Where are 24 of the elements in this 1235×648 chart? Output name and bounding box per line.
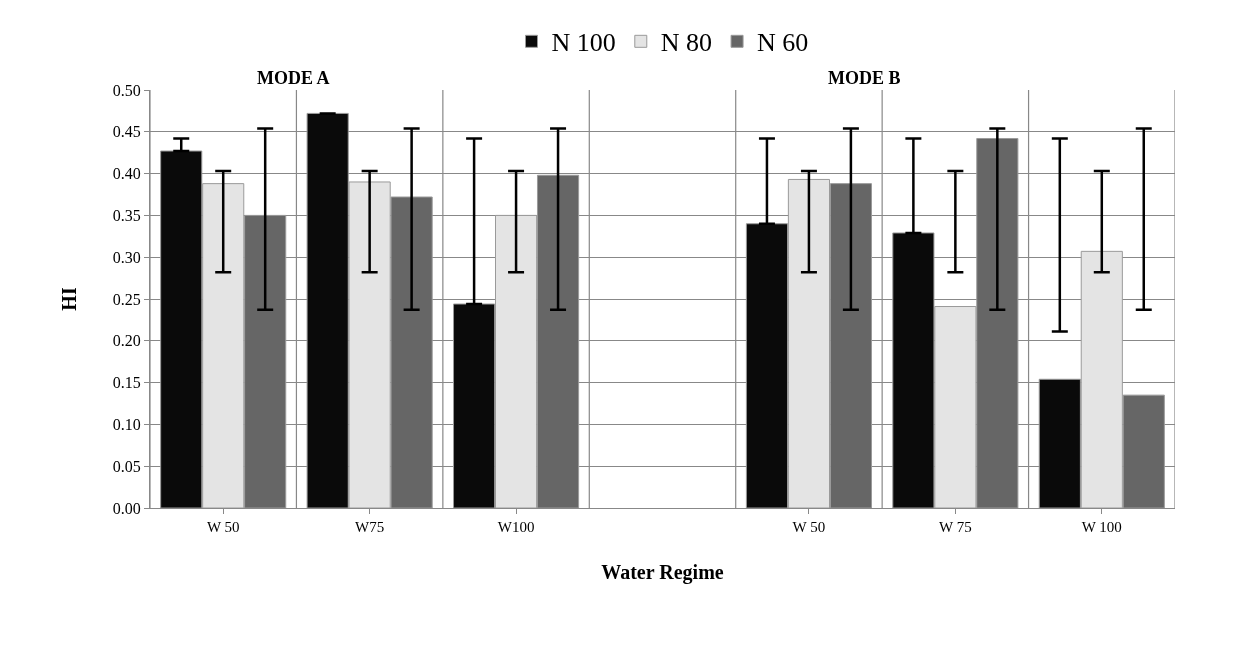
legend-label: N 100 xyxy=(551,28,616,58)
y-tick-label: 0.50 xyxy=(112,81,141,99)
x-tick-label: W75 xyxy=(355,519,385,535)
x-axis-title: Water Regime xyxy=(601,560,724,584)
y-tick-label: 0.10 xyxy=(112,416,141,433)
y-tick-label: 0.15 xyxy=(112,374,141,392)
y-tick-label: 0.30 xyxy=(112,248,141,266)
y-tick-label: 0.45 xyxy=(112,123,141,141)
x-tick-label: W 50 xyxy=(206,519,240,535)
y-tick-label: 0.20 xyxy=(112,332,141,350)
legend-label: N 60 xyxy=(757,28,809,58)
text: MODE B xyxy=(828,68,901,88)
x-tick-label: W100 xyxy=(497,519,535,535)
y-tick-label: 0.35 xyxy=(112,207,141,224)
text: MODE A xyxy=(257,68,330,88)
y-tick-label: 0.05 xyxy=(112,457,141,475)
x-tick-label: W 75 xyxy=(939,519,972,535)
x-tick-label: W 100 xyxy=(1081,519,1122,535)
legend-label: N 80 xyxy=(660,28,713,58)
x-tick-label: W 50 xyxy=(792,519,826,535)
y-tick-label: 0.40 xyxy=(112,165,141,183)
y-axis-title: HI xyxy=(58,287,81,311)
y-tick-label: 0.25 xyxy=(112,290,141,308)
y-tick-label: 0.00 xyxy=(112,499,141,517)
